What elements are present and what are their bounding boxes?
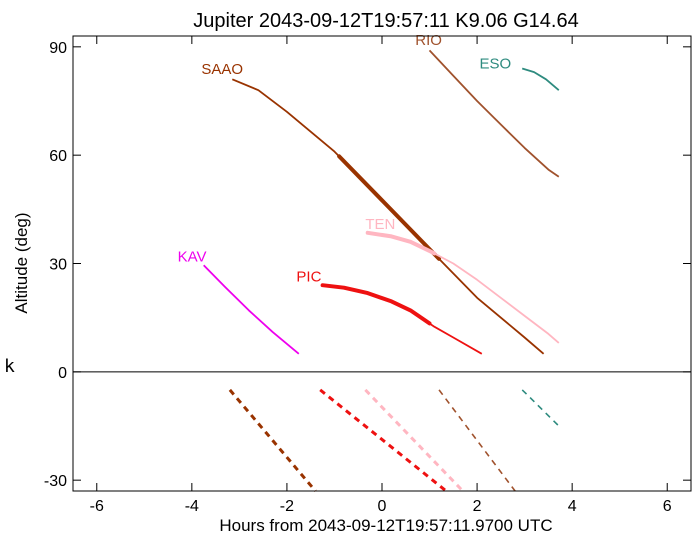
series-line-kav [203,264,300,355]
series-thick-pic [320,283,432,326]
series-dashed-pic [319,388,448,493]
plot-area: SAAO RIO ESO TEN PIC KAV [178,32,560,493]
series-label-rio: RIO [415,32,442,49]
y-tick-label: 30 [49,257,67,274]
series-dashed-ten [364,388,464,493]
x-axis-label: Hours from 2043-09-12T19:57:11.9700 UTC [219,516,552,535]
axes: -6 -4 -2 0 2 4 6 -30 0 30 60 90 [44,36,691,515]
y-tick-label: 90 [49,40,67,57]
series-label-pic: PIC [296,269,321,286]
x-tick-label: 0 [378,498,387,515]
series-label-eso: ESO [479,56,511,73]
x-tick-label: -6 [90,498,104,515]
x-tick-label: -4 [185,498,199,515]
series-label-ten: TEN [365,216,395,233]
x-tick-label: -2 [280,498,294,515]
y-axis-label: Altitude (deg) [12,212,31,313]
series-label-saao: SAAO [201,61,243,78]
y-tick-label: 60 [49,148,67,165]
series-label-kav: KAV [178,249,207,266]
y-tick-label: 0 [58,365,67,382]
series-line-eso [521,67,560,91]
side-label: k [4,356,15,377]
series-dashed-saao [228,388,317,492]
series-thick-ten [365,230,437,256]
x-tick-label: 2 [473,498,482,515]
series-dashed-eso [521,389,560,427]
y-tick-label: -30 [44,473,67,490]
x-tick-label: 6 [663,498,672,515]
chart-title: Jupiter 2043-09-12T19:57:11 K9.06 G14.64 [193,10,578,32]
x-tick-label: 4 [568,498,577,515]
series-line-rio [428,49,560,178]
